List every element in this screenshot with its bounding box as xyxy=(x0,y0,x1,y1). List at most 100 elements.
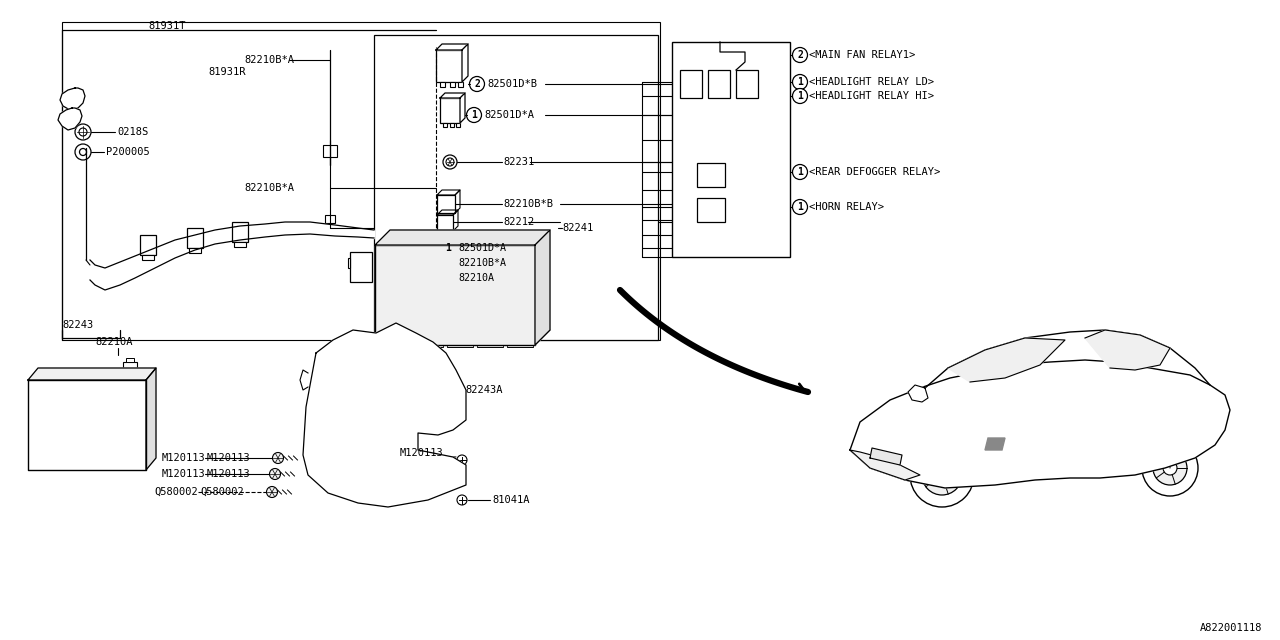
Polygon shape xyxy=(146,368,156,470)
Polygon shape xyxy=(948,338,1065,382)
Polygon shape xyxy=(986,438,1005,450)
Polygon shape xyxy=(870,448,902,465)
Text: 81931T: 81931T xyxy=(148,21,186,31)
Text: <MAIN FAN RELAY1>: <MAIN FAN RELAY1> xyxy=(809,50,915,60)
Bar xyxy=(187,228,204,248)
Text: 1: 1 xyxy=(797,167,803,177)
Text: 1: 1 xyxy=(797,91,803,101)
Polygon shape xyxy=(1085,330,1170,370)
Circle shape xyxy=(443,155,457,169)
Polygon shape xyxy=(460,93,465,123)
Polygon shape xyxy=(462,44,468,82)
Bar xyxy=(1125,415,1143,420)
Text: 1: 1 xyxy=(797,202,803,212)
Bar xyxy=(447,281,474,299)
Polygon shape xyxy=(535,230,550,345)
Circle shape xyxy=(445,158,454,166)
Polygon shape xyxy=(28,380,146,470)
Text: 82501D*A: 82501D*A xyxy=(484,110,534,120)
Polygon shape xyxy=(28,368,156,380)
Bar xyxy=(507,329,532,347)
Bar xyxy=(507,305,532,323)
Text: 1: 1 xyxy=(471,110,477,120)
Circle shape xyxy=(922,455,963,495)
Text: <HORN RELAY>: <HORN RELAY> xyxy=(809,202,884,212)
Text: A822001118: A822001118 xyxy=(1199,623,1262,633)
Bar xyxy=(680,70,701,98)
Circle shape xyxy=(470,77,485,92)
Text: 1: 1 xyxy=(445,243,451,253)
Polygon shape xyxy=(375,245,535,345)
Circle shape xyxy=(76,144,91,160)
Bar xyxy=(698,198,724,222)
Bar xyxy=(698,163,724,187)
Bar xyxy=(458,82,463,87)
Circle shape xyxy=(457,455,467,465)
Circle shape xyxy=(792,88,808,104)
Bar xyxy=(436,215,453,231)
Bar xyxy=(477,257,503,275)
Bar xyxy=(417,305,443,323)
Circle shape xyxy=(792,74,808,90)
Text: M120113: M120113 xyxy=(161,453,205,463)
Circle shape xyxy=(792,200,808,214)
Bar xyxy=(440,82,445,87)
Text: 2: 2 xyxy=(474,79,480,89)
Bar xyxy=(323,145,337,157)
Polygon shape xyxy=(850,360,1230,488)
Text: 82501D*A: 82501D*A xyxy=(458,243,506,253)
Text: 82210A: 82210A xyxy=(95,337,133,347)
Text: <REAR DEFOGGER RELAY>: <REAR DEFOGGER RELAY> xyxy=(809,167,941,177)
Bar xyxy=(232,222,248,242)
Circle shape xyxy=(792,164,808,179)
Bar xyxy=(451,123,454,127)
Circle shape xyxy=(332,419,344,431)
Bar xyxy=(417,281,443,299)
Circle shape xyxy=(330,377,346,393)
Polygon shape xyxy=(925,330,1210,388)
Text: <HEADLIGHT RELAY HI>: <HEADLIGHT RELAY HI> xyxy=(809,91,934,101)
Text: M120113: M120113 xyxy=(207,469,251,479)
Bar xyxy=(477,305,503,323)
Text: 82243A: 82243A xyxy=(465,385,503,395)
Circle shape xyxy=(266,486,278,497)
Text: 82243: 82243 xyxy=(61,320,93,330)
Text: 82241: 82241 xyxy=(562,223,593,233)
Bar xyxy=(387,305,413,323)
Bar xyxy=(477,329,503,347)
Text: 82231: 82231 xyxy=(503,157,534,167)
Bar xyxy=(989,418,1009,423)
Polygon shape xyxy=(440,93,465,98)
Bar xyxy=(507,257,532,275)
Text: 82210B*A: 82210B*A xyxy=(244,55,294,65)
Polygon shape xyxy=(375,330,550,345)
Circle shape xyxy=(270,468,280,479)
Bar xyxy=(447,329,474,347)
Text: 81041A: 81041A xyxy=(492,495,530,505)
Bar xyxy=(443,123,447,127)
Polygon shape xyxy=(850,450,920,480)
Polygon shape xyxy=(303,323,466,507)
Bar xyxy=(61,22,660,340)
Bar xyxy=(387,329,413,347)
Text: 82210B*B: 82210B*B xyxy=(503,199,553,209)
Circle shape xyxy=(76,124,91,140)
Circle shape xyxy=(273,452,283,463)
Circle shape xyxy=(1153,451,1187,485)
Bar xyxy=(417,329,443,347)
Bar xyxy=(387,281,413,299)
Text: 82210A: 82210A xyxy=(458,273,494,283)
Polygon shape xyxy=(905,388,948,485)
Polygon shape xyxy=(60,88,84,110)
Bar xyxy=(708,70,730,98)
Bar xyxy=(447,305,474,323)
Bar xyxy=(436,195,454,213)
Bar xyxy=(348,258,349,268)
Bar xyxy=(140,235,156,255)
Bar xyxy=(123,362,137,370)
Bar xyxy=(447,257,474,275)
Bar xyxy=(234,242,246,247)
Circle shape xyxy=(79,148,87,156)
Bar xyxy=(349,252,372,282)
Text: 82210B*A: 82210B*A xyxy=(244,183,294,193)
